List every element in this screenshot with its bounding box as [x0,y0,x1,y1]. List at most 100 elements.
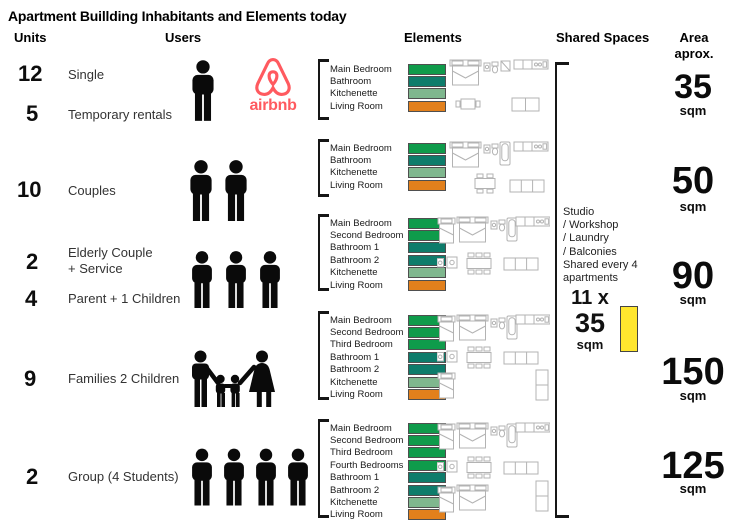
airbnb-logo-icon [255,58,291,96]
unit-count: 4 [25,286,38,311]
element-label: Living Room [330,100,383,112]
column-header-area: Area [679,30,709,45]
element-label: Bathroom 1 [330,472,380,484]
shared-space-line: apartments [563,272,619,285]
element-label: Fourth Bedrooms [330,459,404,471]
column-header-users: Users [165,30,202,45]
floorplan-sketch [449,59,549,112]
element-color-swatch [408,100,446,112]
element-color-swatch [408,459,446,471]
shared-spaces-bracket [555,62,571,518]
element-label: Kitchenette [330,267,378,279]
floorplan-sketch [437,314,550,401]
column-header-elements: Elements [404,30,462,45]
element-color-swatch [408,447,446,459]
elements-list: Main Bedroom Second Bedroom Bathroom 1 B… [330,217,446,291]
unit-label: Parent + 1 Children [68,291,181,306]
column-header-area-sub: aprox. [674,46,714,61]
floorplan-sketch [437,216,550,275]
shared-area-highlight [620,306,638,352]
element-label: Bathroom 2 [330,254,380,266]
area-unit: sqm [679,388,707,403]
elements-bracket [318,419,330,518]
element-color-swatch [408,76,446,88]
element-color-swatch [408,155,446,167]
unit-label: Temporary rentals [68,107,173,122]
element-color-swatch [408,351,446,363]
element-label: Bathroom 1 [330,351,380,363]
floorplan-sketch [437,422,550,513]
area-value: 150 [661,351,725,393]
person-icon [288,448,308,506]
unit-label: Couples [68,183,116,198]
element-label: Bathroom [330,155,372,167]
family-icon [192,350,275,407]
element-color-swatch [408,63,446,75]
element-label: Main Bedroom [330,422,392,434]
elements-bracket [318,59,330,120]
unit-count: 12 [18,61,43,86]
element-label: Second Bedroom [330,230,404,242]
element-label: Kitchenette [330,497,378,509]
unit-label: Elderly Couple [68,245,153,260]
element-color-swatch [408,142,446,154]
person-icon [192,60,214,121]
elements-list: Main Bedroom Second Bedroom Third Bedroo… [330,422,446,521]
shared-spaces-text: Studio / Workshop / Laundry / Balconies … [563,206,638,285]
element-color-swatch [408,279,446,291]
element-color-swatch [408,167,446,179]
area-unit: sqm [679,481,707,496]
unit-label: Single [68,67,105,82]
element-label: Bathroom 1 [330,242,380,254]
element-label: Living Room [330,179,383,191]
area-unit: sqm [679,292,707,307]
element-color-swatch [408,472,446,484]
unit-count: 2 [26,249,39,274]
area-value: 90 [671,255,715,297]
element-label: Living Room [330,509,383,521]
element-label: Bathroom [330,76,372,88]
page-title: Apartment Buillding Inhabitants and Elem… [8,8,347,24]
element-label: Third Bedroom [330,447,393,459]
area-value: 50 [671,160,715,202]
element-color-swatch [408,509,446,521]
area-unit: sqm [679,103,707,118]
person-icon [225,160,247,221]
element-label: Living Room [330,279,383,291]
element-label: Bathroom 2 [330,364,380,376]
element-color-swatch [408,179,446,191]
area-value: 125 [661,445,725,487]
elements-list: Main Bedroom Bathroom Kitchenette Living… [330,63,446,113]
elements-list: Main Bedroom Bathroom Kitchenette Living… [330,142,446,192]
element-label: Second Bedroom [330,327,404,339]
airbnb-wordmark: airbnb [249,97,297,114]
person-icon [190,160,212,221]
person-icon [260,251,280,308]
shared-space-line: / Balconies [563,245,617,258]
area-unit: sqm [679,199,707,214]
shared-space-line: / Workshop [563,219,619,232]
element-label: Main Bedroom [330,142,392,154]
shared-size-unit: sqm [576,337,604,352]
element-label: Main Bedroom [330,217,392,229]
element-color-swatch [408,364,446,376]
element-label: Kitchenette [330,88,378,100]
shared-space-line: Shared every 4 [563,258,638,271]
element-color-swatch [408,254,446,266]
elements-bracket [318,311,330,400]
elements-bracket [318,214,330,291]
element-label: Third Bedroom [330,339,393,351]
person-icon [256,448,276,506]
element-color-swatch [408,267,446,279]
elements-bracket [318,139,330,197]
unit-count: 5 [26,101,39,126]
element-label: Main Bedroom [330,63,392,75]
shared-count: 11 x [571,287,609,309]
person-icon [224,448,244,506]
element-color-swatch [408,242,446,254]
element-label: Kitchenette [330,376,378,388]
column-header-shared-spaces: Shared Spaces [556,30,650,45]
element-label: Bathroom 2 [330,484,380,496]
person-icon [192,448,212,506]
